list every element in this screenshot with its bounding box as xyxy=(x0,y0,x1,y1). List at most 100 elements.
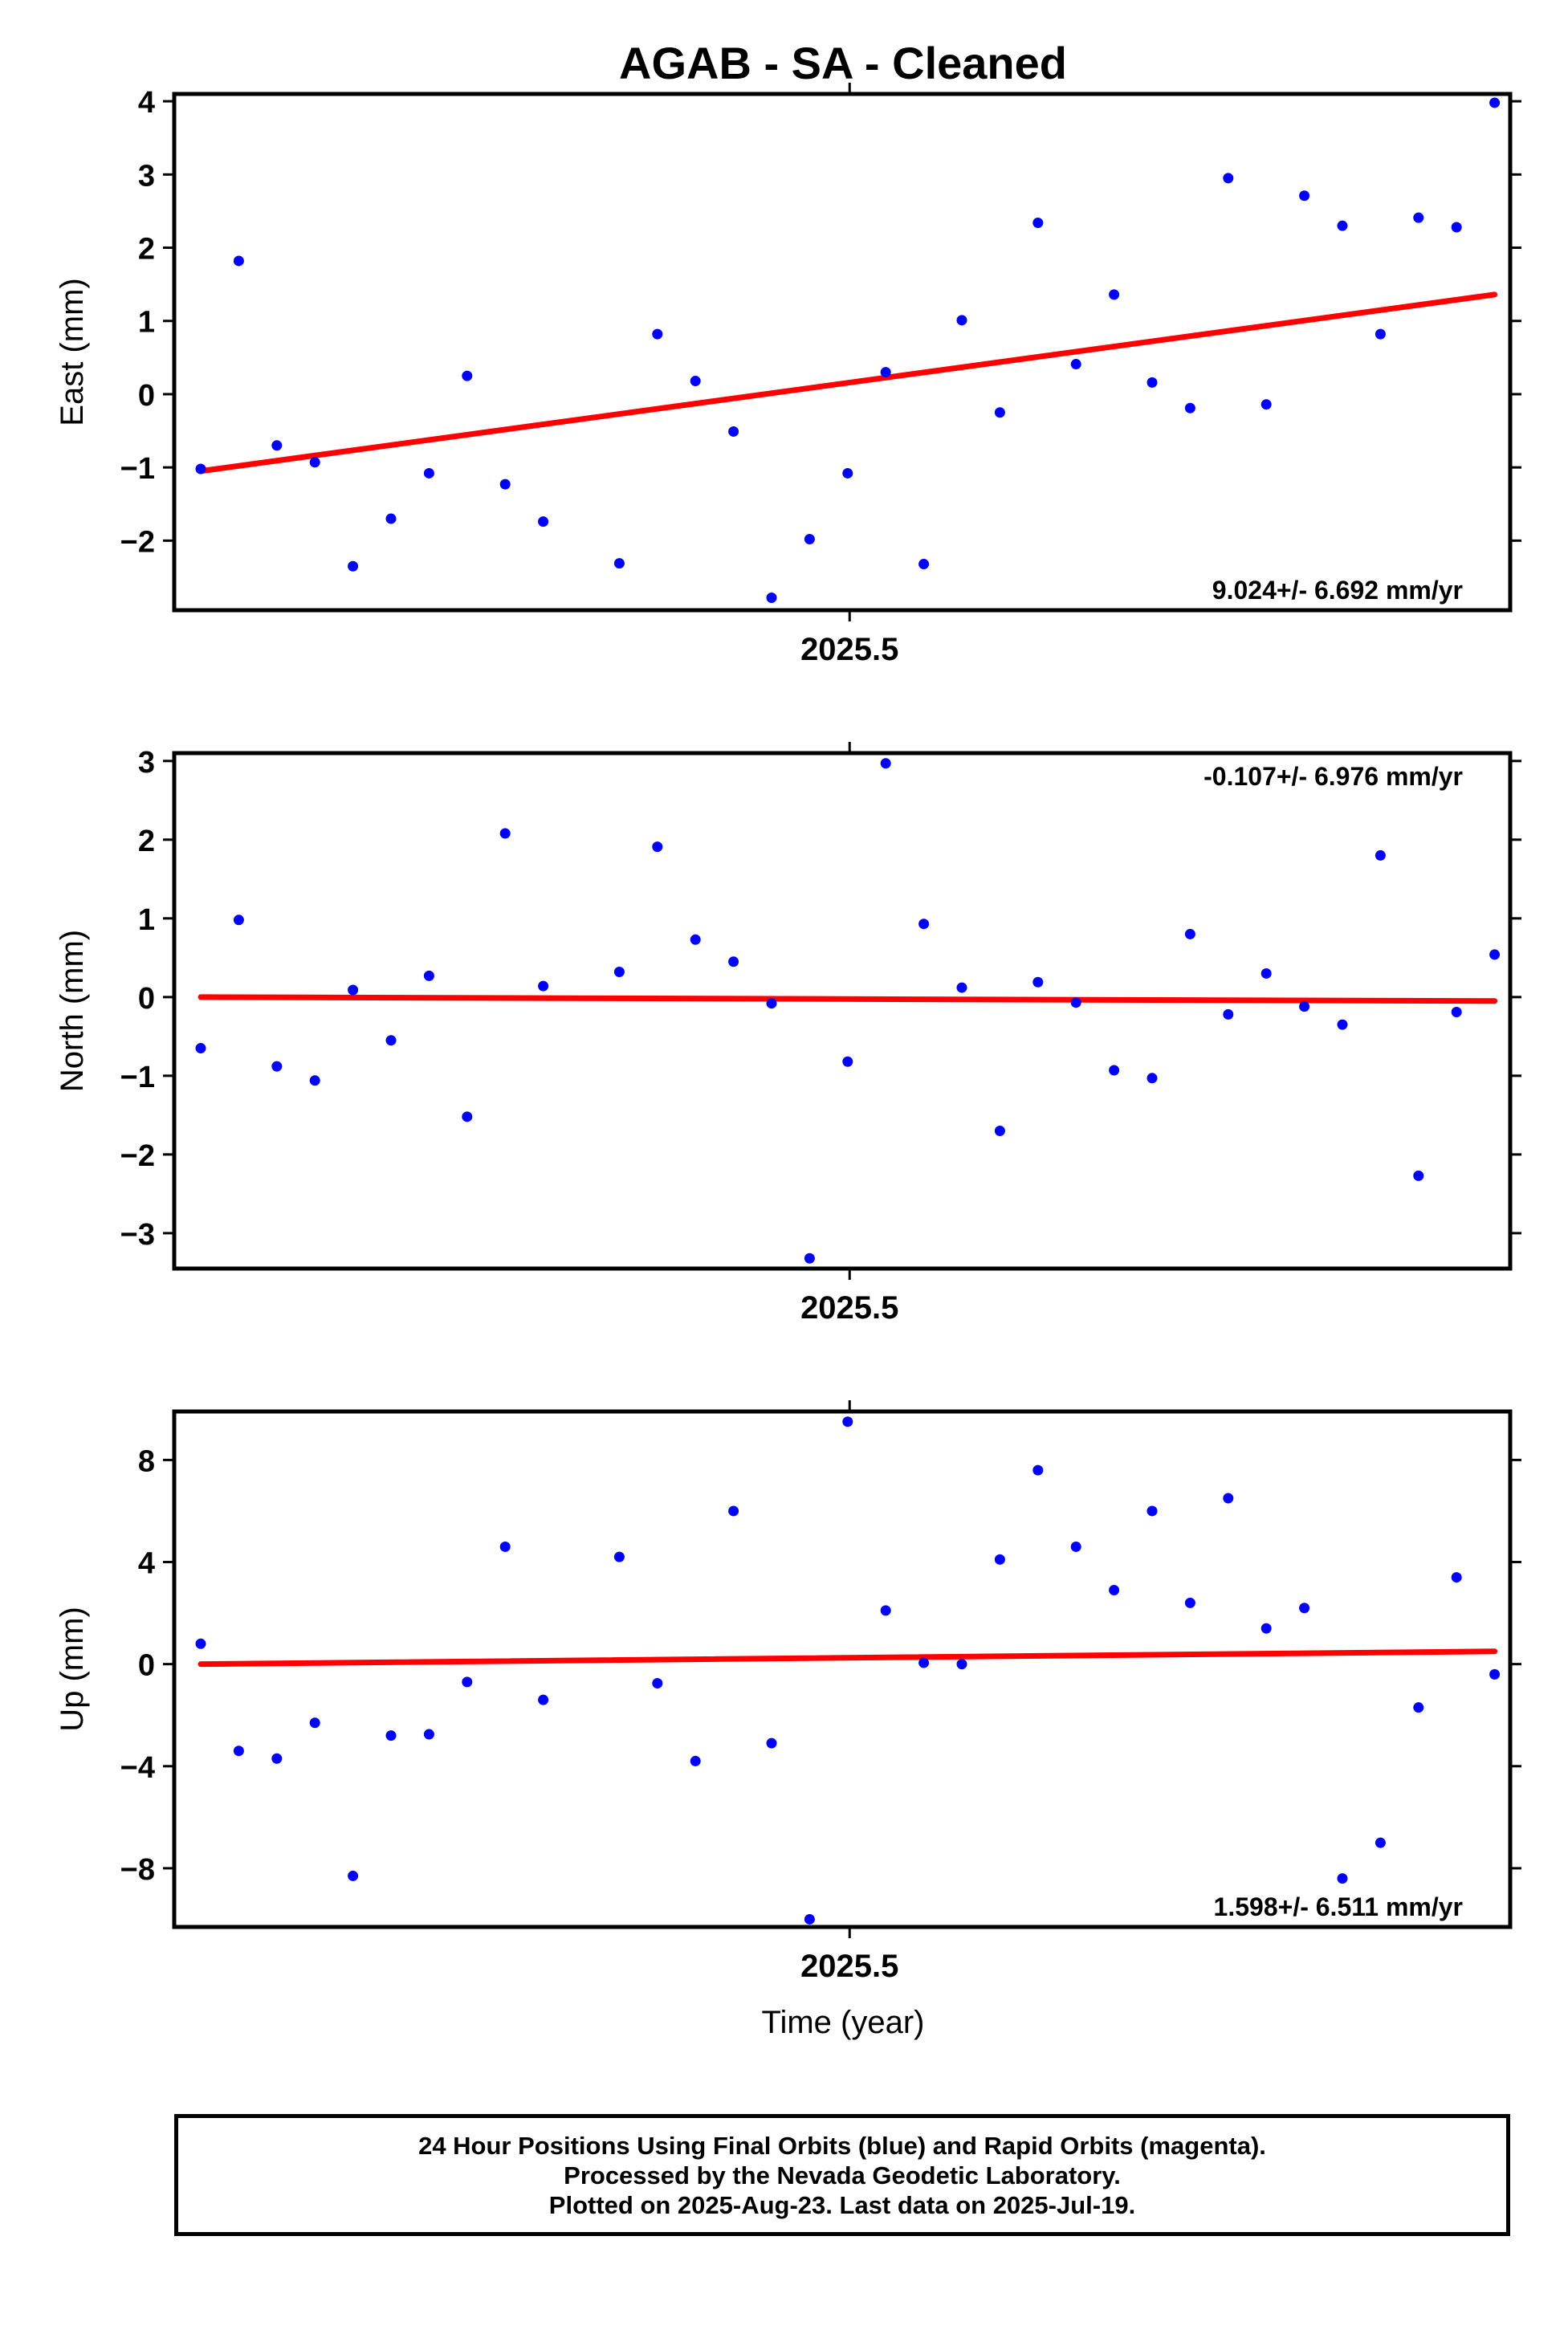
y-tick-label: 0 xyxy=(138,1649,155,1683)
data-point xyxy=(423,1729,434,1740)
data-point xyxy=(423,467,434,479)
data-point xyxy=(385,1730,397,1741)
data-point xyxy=(348,984,359,996)
y-axis-label: North (mm) xyxy=(55,930,90,1092)
y-tick-label: 4 xyxy=(138,1547,155,1581)
data-point xyxy=(918,1657,930,1668)
data-point xyxy=(499,1541,511,1552)
data-point xyxy=(690,934,701,945)
y-tick-label: 2 xyxy=(138,825,155,858)
data-point xyxy=(271,1061,283,1072)
data-point xyxy=(233,255,244,267)
data-point xyxy=(1146,1505,1158,1517)
data-point xyxy=(1223,173,1234,184)
data-point xyxy=(766,592,777,603)
data-point xyxy=(309,1717,320,1729)
data-point xyxy=(804,1253,815,1264)
data-point xyxy=(1070,359,1081,370)
data-point xyxy=(385,513,397,524)
data-point xyxy=(842,467,853,479)
data-point xyxy=(1375,849,1386,861)
y-tick-label: 8 xyxy=(138,1444,155,1478)
y-tick-label: −8 xyxy=(120,1853,155,1887)
data-point xyxy=(994,1554,1005,1565)
data-point xyxy=(842,1056,853,1067)
footer-line-plotted: Plotted on 2025-Aug-23. Last data on 202… xyxy=(548,2190,1136,2219)
data-point xyxy=(1261,967,1272,979)
panel-north: −3 −2 −1 0 1 2 3 2025.5 North (mm) -0.107+/- 6.97… xyxy=(55,742,1521,1326)
data-point xyxy=(1489,949,1501,960)
y-tick-label: 1 xyxy=(138,903,155,937)
trend-line xyxy=(198,1648,1498,1668)
data-point xyxy=(1184,1597,1195,1608)
data-point xyxy=(1451,1006,1462,1017)
data-point xyxy=(918,559,930,570)
data-point xyxy=(1451,222,1462,233)
plot-frame xyxy=(172,1409,1513,1929)
data-point xyxy=(499,479,511,490)
data-point xyxy=(1070,1541,1081,1552)
data-point xyxy=(880,367,891,378)
data-point xyxy=(1375,328,1386,340)
data-point xyxy=(652,328,663,340)
data-point xyxy=(1032,976,1044,988)
data-point xyxy=(1337,1019,1348,1030)
data-point xyxy=(1261,1623,1272,1634)
data-point xyxy=(1146,1073,1158,1084)
chart-panels: −2 −1 0 1 2 3 4 2025.5 East (mm) 9.024+/- 6.692 m… xyxy=(55,83,1521,1984)
data-point xyxy=(1413,1170,1424,1181)
y-tick-label: 3 xyxy=(138,746,155,780)
data-point xyxy=(538,1694,549,1705)
data-point xyxy=(690,376,701,387)
data-point xyxy=(766,998,777,1009)
data-point xyxy=(309,457,320,468)
x-axis-label: Time (year) xyxy=(762,2005,925,2040)
data-point xyxy=(309,1075,320,1086)
data-point xyxy=(1109,1065,1120,1076)
data-point xyxy=(1184,402,1195,413)
data-point xyxy=(1337,220,1348,231)
figure-title: AGAB - SA - Cleaned xyxy=(619,38,1067,88)
data-point xyxy=(956,315,967,326)
data-point xyxy=(1109,1584,1120,1595)
data-point xyxy=(538,980,549,992)
data-point xyxy=(423,970,434,981)
data-point xyxy=(1109,289,1120,300)
y-axis-label: Up (mm) xyxy=(55,1607,90,1732)
panel-up: −8 −4 0 4 8 2025.5 Up (mm) 1.598+/- 6.511 mm/yr xyxy=(55,1400,1521,1984)
rate-annotation: 9.024+/- 6.692 mm/yr xyxy=(1212,576,1463,605)
y-axis-label: East (mm) xyxy=(55,278,90,426)
data-point xyxy=(956,1659,967,1670)
y-tick-label: −4 xyxy=(120,1751,155,1785)
data-point xyxy=(1070,997,1081,1008)
data-point xyxy=(613,1551,625,1562)
data-point xyxy=(842,1416,853,1428)
data-point xyxy=(1299,1603,1310,1614)
data-point xyxy=(385,1035,397,1046)
data-point xyxy=(918,919,930,930)
data-point xyxy=(538,516,549,528)
y-tick-label: 1 xyxy=(138,306,155,340)
data-point xyxy=(1223,1008,1234,1020)
y-tick-label: 4 xyxy=(138,86,155,120)
y-tick-label: −2 xyxy=(120,1139,155,1173)
data-point xyxy=(804,1913,815,1925)
data-point xyxy=(994,1125,1005,1136)
data-point xyxy=(1299,1001,1310,1012)
panel-east: −2 −1 0 1 2 3 4 2025.5 East (mm) 9.024+/- 6.692 m… xyxy=(55,83,1521,667)
data-point xyxy=(1489,1668,1501,1680)
data-point xyxy=(1413,1702,1424,1713)
data-point xyxy=(195,463,206,475)
data-point xyxy=(880,1605,891,1616)
data-point xyxy=(462,370,473,381)
data-point xyxy=(613,966,625,977)
data-point xyxy=(195,1638,206,1649)
data-point xyxy=(1223,1493,1234,1504)
data-point xyxy=(880,758,891,769)
data-point xyxy=(233,1745,244,1757)
data-point xyxy=(652,841,663,853)
data-point xyxy=(1146,377,1158,388)
data-point xyxy=(1413,212,1424,223)
x-tick-label: 2025.5 xyxy=(800,1290,898,1326)
